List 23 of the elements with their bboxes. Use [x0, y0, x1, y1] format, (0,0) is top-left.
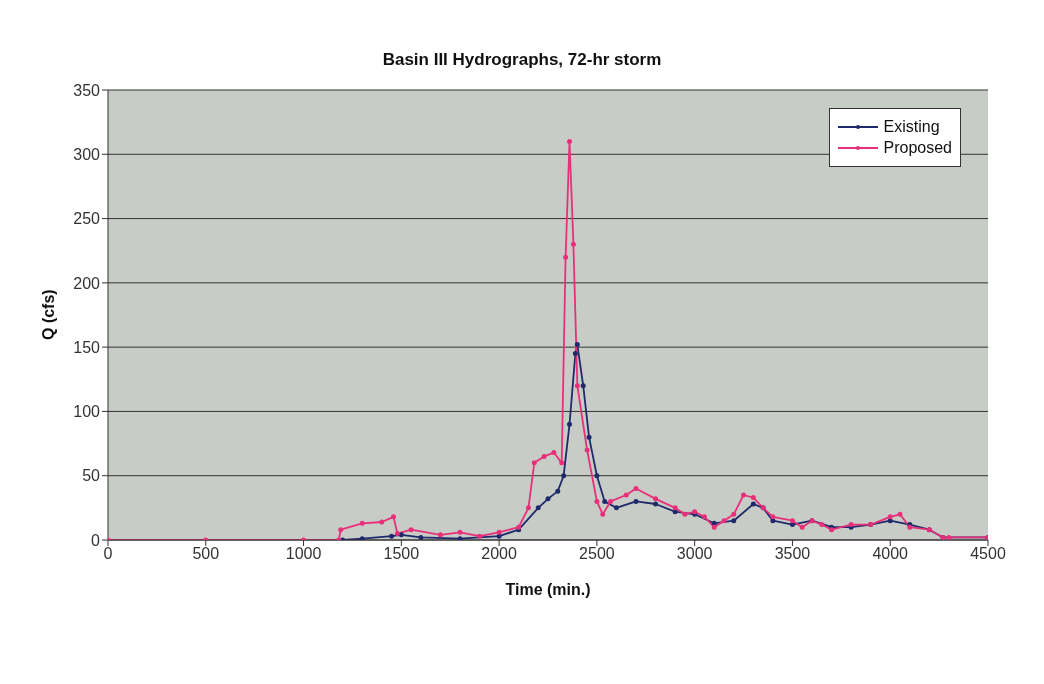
x-tick-label: 0 [103, 545, 113, 563]
y-axis-title: Q (cfs) [39, 289, 57, 340]
x-axis-title: Time (min.) [505, 581, 591, 598]
y-tick-label: 200 [73, 274, 101, 292]
legend-label: Existing [883, 118, 940, 136]
y-tick-label: 350 [73, 81, 101, 99]
y-tick-label: 100 [73, 403, 101, 421]
x-tick-label: 3000 [676, 545, 713, 563]
y-tick-label: 50 [82, 467, 101, 485]
x-tick-label: 500 [192, 545, 220, 563]
x-tick-label: 1000 [285, 545, 322, 563]
y-tick-label: 0 [91, 531, 101, 549]
x-tick-label: 4000 [872, 545, 909, 563]
legend-label: Proposed [883, 139, 952, 157]
x-tick-label: 2500 [579, 545, 615, 563]
y-tick-label: 250 [73, 210, 101, 228]
x-tick-label: 1500 [383, 545, 420, 563]
y-tick-label: 300 [73, 145, 101, 163]
x-tick-label: 2000 [481, 545, 518, 563]
chart-title: Basin III Hydrographs, 72-hr storm [381, 49, 663, 70]
y-tick-label: 150 [73, 338, 101, 356]
x-tick-label: 4500 [970, 545, 1006, 563]
x-tick-label: 3500 [774, 545, 811, 563]
